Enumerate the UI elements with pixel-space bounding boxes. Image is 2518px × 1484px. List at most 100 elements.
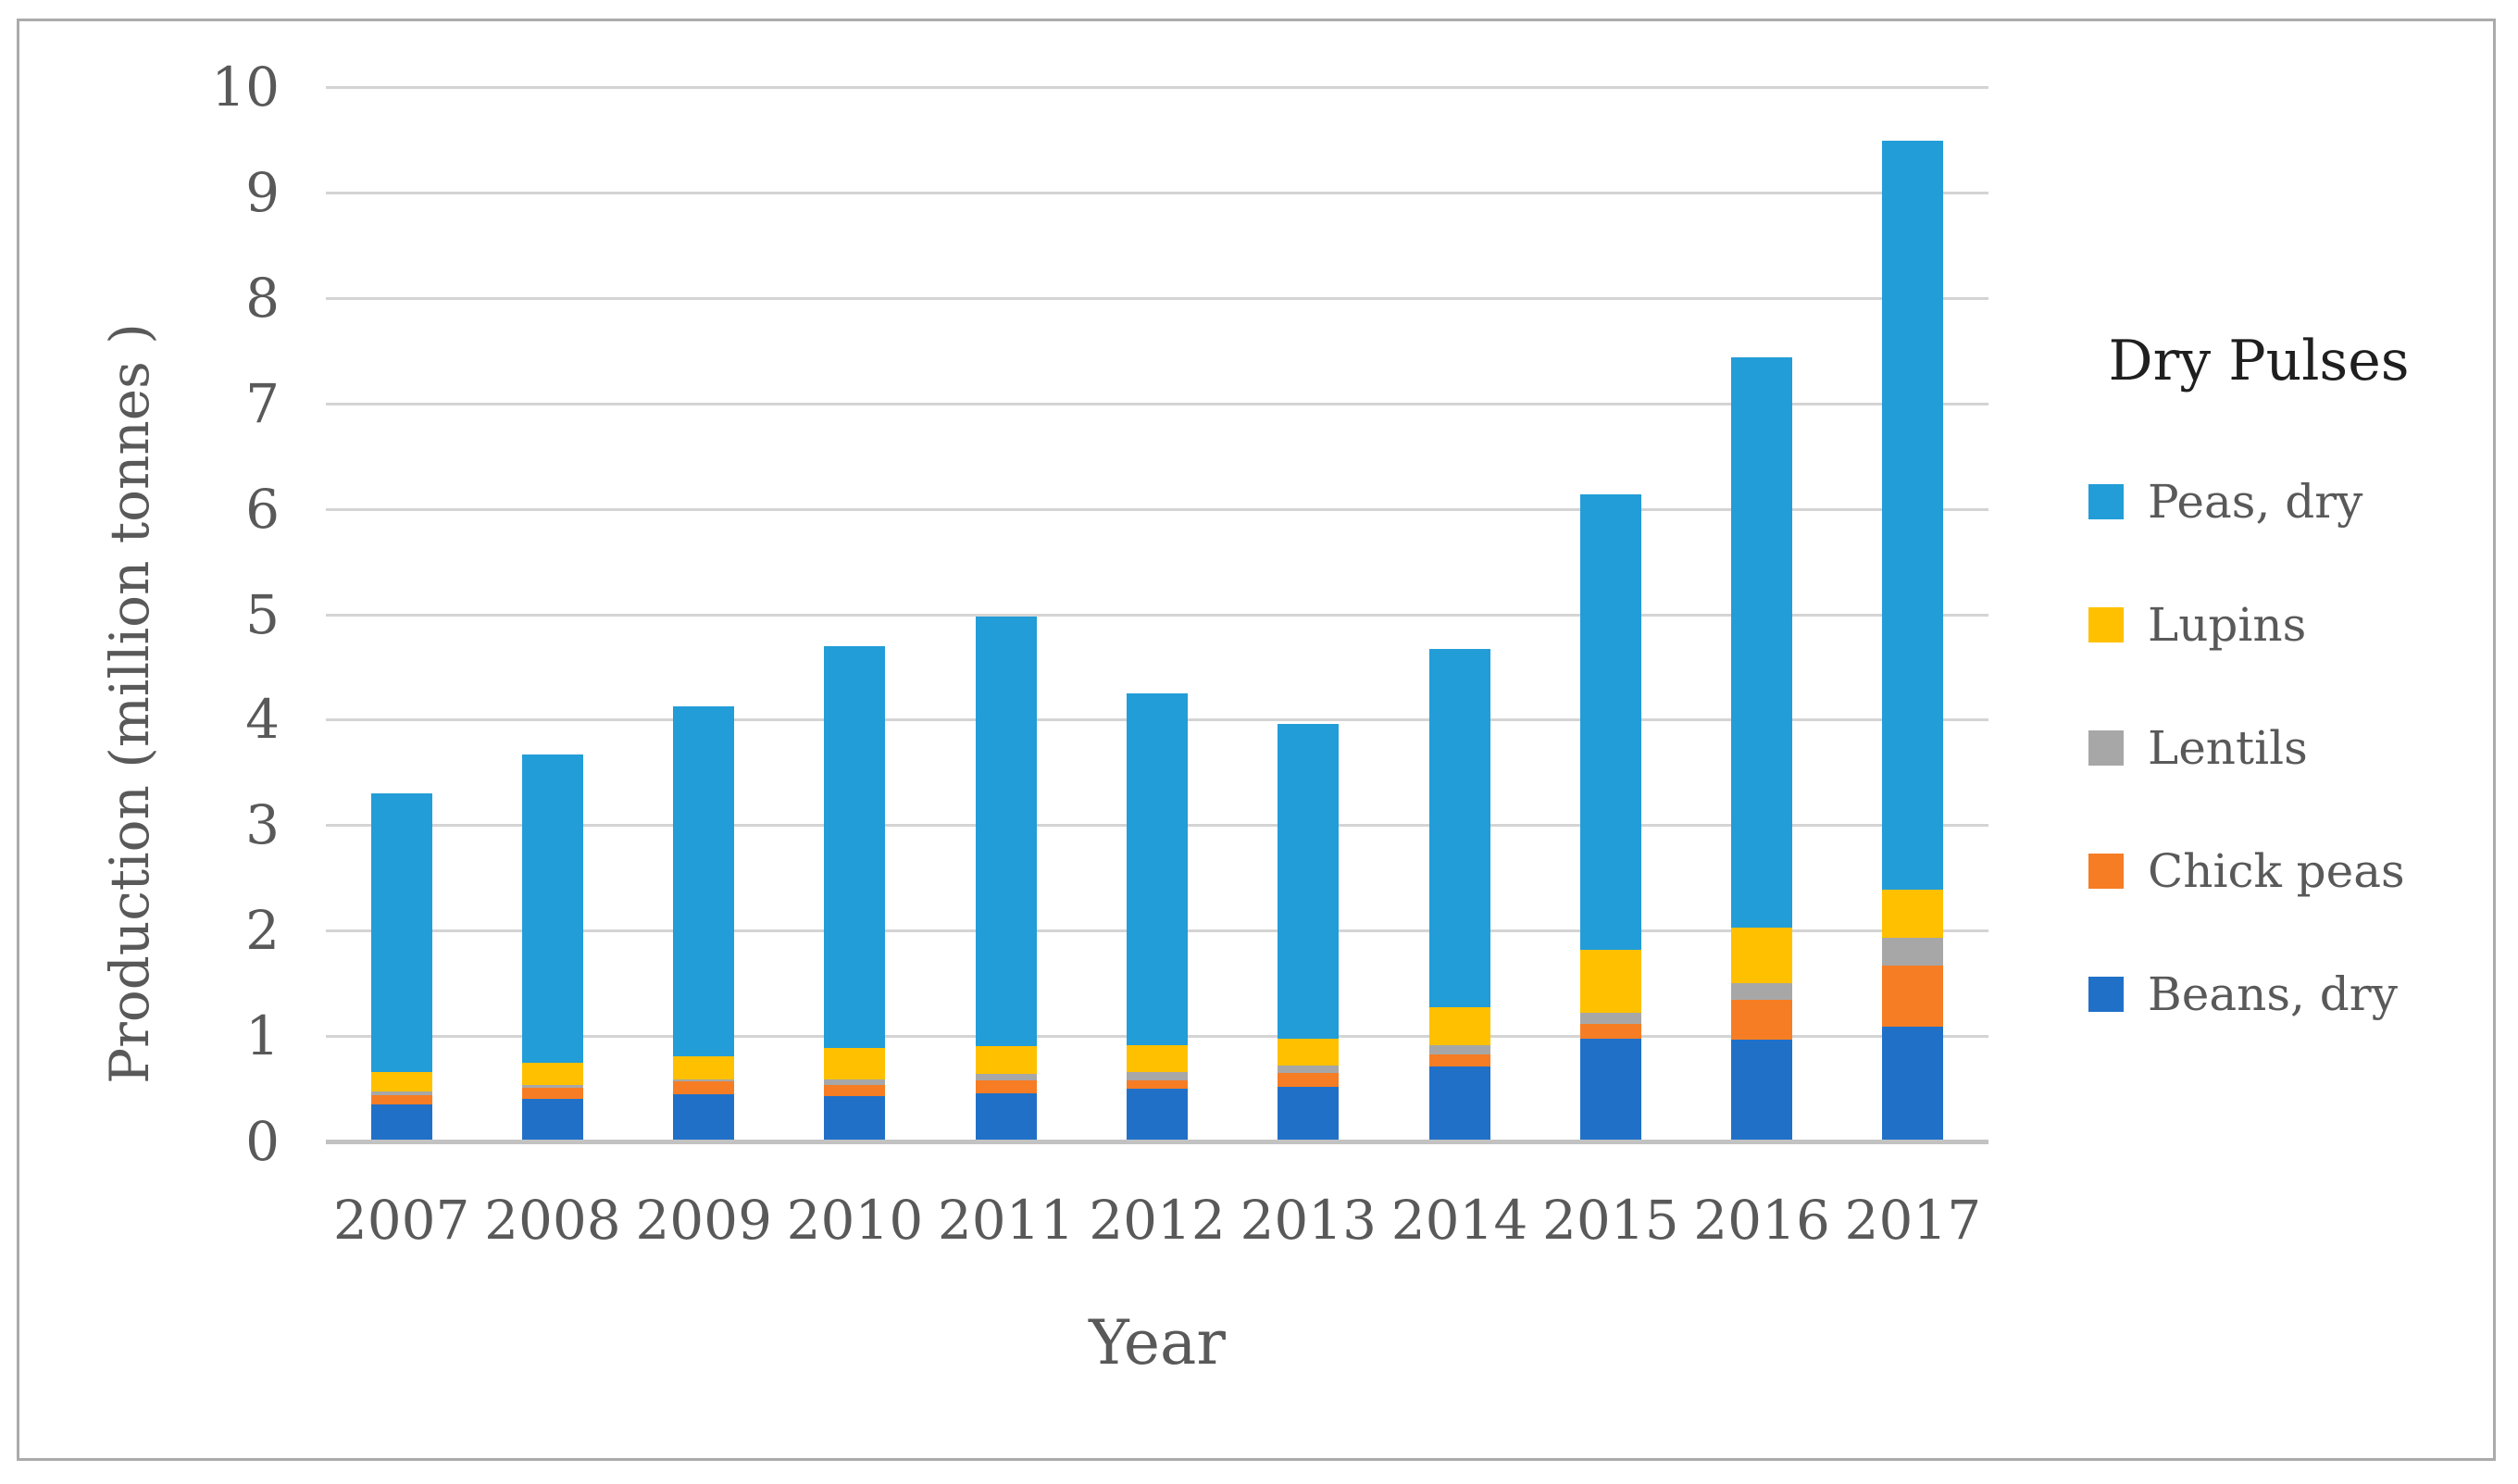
bar-2015: [1579, 493, 1641, 1140]
segment-lupins: [1127, 1044, 1188, 1073]
segment-lupins: [521, 1062, 583, 1085]
y-tick-label-7: 7: [245, 371, 280, 435]
y-tick-label-3: 3: [245, 793, 280, 857]
x-tick-label-2010: 2010: [786, 1189, 924, 1252]
legend-title: Dry Pulses: [2108, 329, 2410, 393]
bar-2014: [1428, 649, 1490, 1140]
segment-chick-peas: [1278, 1073, 1340, 1088]
segment-lentils: [1731, 983, 1793, 1000]
legend-item-lentils: Lentils: [2088, 718, 2308, 778]
bar-2012: [1127, 693, 1188, 1140]
segment-beans-dry: [1731, 1039, 1793, 1140]
segment-lupins: [824, 1047, 886, 1080]
segment-lentils: [1278, 1066, 1340, 1074]
y-tick-label-8: 8: [245, 266, 280, 330]
y-tick-label-0: 0: [245, 1110, 280, 1173]
segment-beans-dry: [1579, 1038, 1641, 1140]
segment-lupins: [975, 1045, 1037, 1075]
segment-peas-dry: [1731, 356, 1793, 929]
legend-label: Lentils: [2148, 721, 2308, 775]
segment-peas-dry: [521, 754, 583, 1063]
segment-peas-dry: [1278, 724, 1340, 1039]
segment-beans-dry: [824, 1096, 886, 1140]
segment-lentils: [1428, 1044, 1490, 1054]
x-tick-label-2016: 2016: [1693, 1189, 1830, 1252]
segment-lupins: [1278, 1038, 1340, 1066]
gridline-y-5: [326, 613, 1988, 617]
x-tick-label-2013: 2013: [1240, 1189, 1377, 1252]
y-tick-label-9: 9: [245, 160, 280, 224]
segment-lupins: [370, 1072, 432, 1091]
legend-swatch-peas-dry: [2088, 484, 2124, 519]
segment-chick-peas: [1579, 1023, 1641, 1039]
segment-lentils: [975, 1074, 1037, 1081]
x-tick-label-2007: 2007: [332, 1189, 470, 1252]
segment-peas-dry: [1579, 493, 1641, 951]
segment-beans-dry: [521, 1098, 583, 1140]
gridline-y-0: [326, 1140, 1988, 1144]
segment-lupins: [1579, 950, 1641, 1014]
segment-lentils: [521, 1084, 583, 1089]
y-tick-label-5: 5: [245, 582, 280, 646]
segment-chick-peas: [1882, 966, 1944, 1028]
bar-2009: [673, 705, 735, 1140]
legend-label: Peas, dry: [2148, 475, 2363, 529]
bar-2010: [824, 646, 886, 1140]
segment-peas-dry: [673, 705, 735, 1057]
x-axis-title: Year: [1089, 1307, 1226, 1378]
segment-chick-peas: [1127, 1080, 1188, 1090]
segment-peas-dry: [975, 617, 1037, 1046]
legend-item-beans-dry: Beans, dry: [2088, 965, 2398, 1024]
segment-lentils: [1579, 1013, 1641, 1024]
segment-beans-dry: [370, 1104, 432, 1140]
segment-beans-dry: [1882, 1027, 1944, 1140]
y-tick-label-2: 2: [245, 899, 280, 963]
segment-chick-peas: [1731, 999, 1793, 1040]
segment-lentils: [1882, 938, 1944, 966]
segment-lupins: [1428, 1006, 1490, 1045]
segment-chick-peas: [370, 1095, 432, 1105]
bar-2017: [1882, 141, 1944, 1140]
segment-peas-dry: [1428, 649, 1490, 1007]
bar-2013: [1278, 724, 1340, 1140]
legend-swatch-beans-dry: [2088, 977, 2124, 1012]
segment-lentils: [824, 1079, 886, 1085]
segment-lentils: [1127, 1072, 1188, 1081]
segment-beans-dry: [1278, 1087, 1340, 1140]
gridline-y-9: [326, 191, 1988, 194]
segment-peas-dry: [1127, 693, 1188, 1045]
segment-chick-peas: [1428, 1054, 1490, 1067]
legend-item-peas-dry: Peas, dry: [2088, 472, 2362, 531]
segment-peas-dry: [1882, 141, 1944, 891]
gridline-y-6: [326, 507, 1988, 511]
legend-item-lupins: Lupins: [2088, 595, 2306, 655]
x-tick-label-2011: 2011: [937, 1189, 1075, 1252]
segment-lupins: [673, 1056, 735, 1080]
legend-label: Lupins: [2148, 598, 2307, 652]
segment-chick-peas: [975, 1080, 1037, 1093]
x-tick-label-2015: 2015: [1542, 1189, 1679, 1252]
legend-label: Chick peas: [2148, 844, 2405, 898]
x-tick-label-2014: 2014: [1390, 1189, 1528, 1252]
bar-2008: [521, 754, 583, 1140]
bar-2016: [1731, 356, 1793, 1140]
y-tick-label-4: 4: [245, 688, 280, 752]
x-tick-label-2009: 2009: [635, 1189, 772, 1252]
legend-swatch-chick-peas: [2088, 854, 2124, 889]
figure-border: [17, 19, 2496, 1461]
segment-chick-peas: [521, 1088, 583, 1099]
segment-lupins: [1731, 928, 1793, 984]
segment-chick-peas: [673, 1081, 735, 1095]
segment-beans-dry: [975, 1092, 1037, 1140]
bar-2011: [975, 617, 1037, 1140]
x-tick-label-2012: 2012: [1089, 1189, 1226, 1252]
legend-label: Beans, dry: [2148, 967, 2398, 1021]
gridline-y-10: [326, 86, 1988, 89]
segment-peas-dry: [824, 646, 886, 1048]
x-tick-label-2017: 2017: [1844, 1189, 1982, 1252]
segment-chick-peas: [824, 1084, 886, 1097]
segment-beans-dry: [673, 1094, 735, 1140]
x-tick-label-2008: 2008: [484, 1189, 621, 1252]
segment-lentils: [673, 1079, 735, 1082]
